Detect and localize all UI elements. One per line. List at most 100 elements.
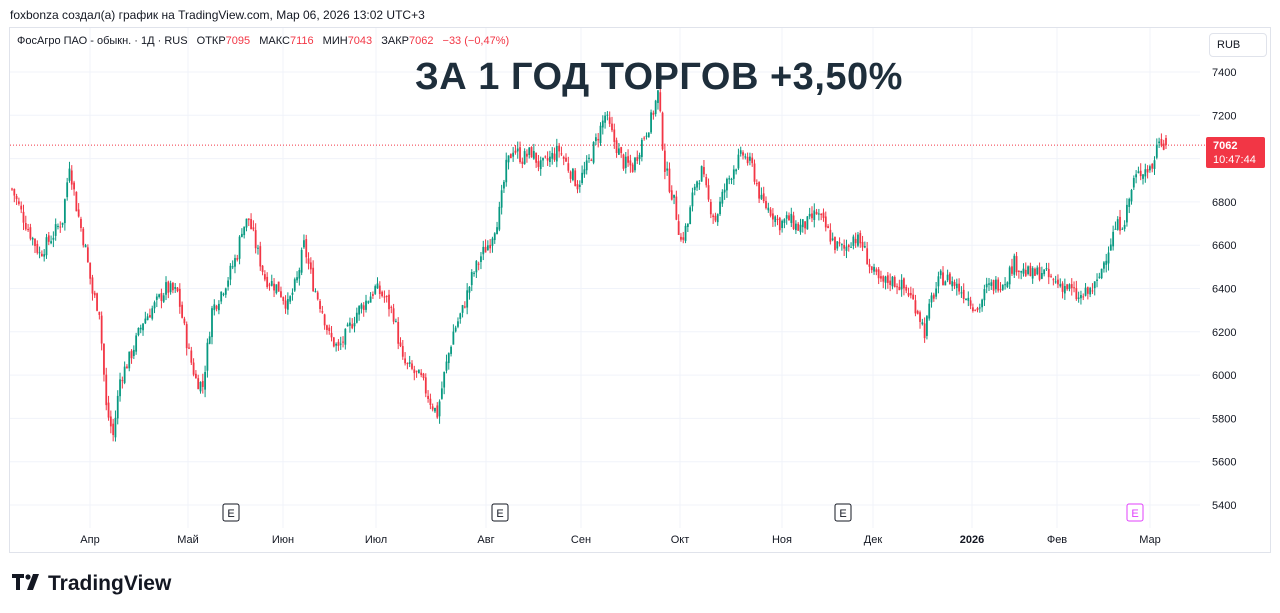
candle: [544, 155, 547, 159]
candle-body: [153, 302, 156, 309]
candle: [967, 291, 970, 307]
candle-body: [946, 274, 949, 281]
candle: [447, 352, 450, 370]
candle: [247, 218, 250, 227]
candle-body: [850, 246, 852, 248]
candle-body: [898, 286, 901, 291]
candle: [1086, 286, 1089, 300]
candle: [89, 262, 92, 285]
candle-body: [1107, 252, 1110, 264]
candle: [431, 403, 434, 412]
candle-body: [500, 190, 503, 208]
candle-body: [424, 377, 427, 394]
candle: [181, 301, 184, 319]
candle: [314, 288, 317, 293]
candle-body: [257, 247, 259, 249]
candle: [707, 178, 710, 202]
candle: [385, 295, 388, 303]
candle: [20, 201, 23, 214]
candle: [303, 234, 305, 249]
candle-body: [234, 258, 236, 267]
candle: [507, 155, 510, 170]
earnings-event-marker: E: [491, 503, 509, 522]
candle: [824, 211, 827, 232]
candle: [781, 219, 783, 233]
candle-body: [365, 300, 367, 310]
candle: [231, 260, 234, 270]
candle-body: [1098, 276, 1101, 278]
candle-body: [463, 306, 466, 308]
candle-body: [319, 301, 321, 309]
candle-body: [797, 223, 800, 231]
candle-body: [388, 294, 390, 310]
candle: [160, 288, 163, 309]
candle: [477, 261, 480, 271]
candle: [1066, 283, 1069, 291]
candle-body: [640, 139, 643, 157]
candle-body: [1061, 283, 1064, 292]
candle: [1017, 270, 1020, 279]
candle: [526, 149, 528, 163]
tradingview-logo[interactable]: TradingView: [12, 572, 171, 596]
legend-symbol[interactable]: ФосАгро ПАО - обыкн. · 1Д · RUS: [17, 35, 188, 47]
candle-body: [280, 291, 282, 297]
candle-body: [507, 155, 510, 163]
candle-body: [50, 241, 52, 244]
candle: [797, 222, 800, 231]
candle-body: [132, 349, 135, 357]
y-tick-label: 6600: [1212, 240, 1236, 252]
candle: [827, 224, 829, 229]
candle-body: [498, 206, 501, 230]
candles: [11, 87, 1167, 442]
candle-body: [236, 258, 239, 260]
candle-body: [944, 281, 947, 286]
candle: [634, 156, 636, 173]
candle: [799, 218, 802, 235]
candle-body: [965, 299, 967, 301]
candle-body: [454, 327, 457, 332]
candle-body: [447, 353, 450, 364]
candle-body: [420, 372, 423, 376]
candle: [155, 293, 158, 308]
candle-body: [613, 129, 616, 142]
candle: [211, 305, 213, 345]
candle-body: [1096, 279, 1098, 281]
candle: [769, 207, 772, 218]
candle-body: [990, 282, 993, 286]
x-tick-label: Ноя: [772, 534, 792, 546]
candle-body: [705, 177, 708, 186]
candle-body: [45, 237, 48, 256]
candle: [84, 243, 87, 248]
candle: [438, 399, 441, 424]
chart-frame[interactable]: [9, 27, 1271, 553]
candle: [1034, 267, 1036, 277]
candle-body: [1068, 284, 1071, 290]
candle-body: [1123, 224, 1126, 229]
candle-body: [263, 274, 266, 280]
candle: [854, 232, 857, 248]
candle-body: [307, 258, 310, 264]
candle-body: [1093, 281, 1096, 289]
candle-body: [604, 115, 606, 123]
candle-body: [840, 244, 843, 246]
candle-body: [273, 283, 275, 291]
candle-body: [266, 276, 269, 288]
candle-body: [657, 90, 659, 103]
candle: [381, 290, 384, 298]
candle-body: [491, 238, 494, 246]
candle: [486, 240, 489, 251]
candle-body: [643, 137, 646, 139]
x-tick-label: Фев: [1047, 534, 1067, 546]
candle-body: [289, 296, 292, 302]
candle: [11, 187, 13, 191]
currency-button[interactable]: RUB: [1209, 33, 1267, 57]
candle: [397, 317, 400, 350]
candle-body: [988, 283, 990, 285]
legend-open-value: 7095: [225, 35, 251, 47]
candle: [916, 309, 919, 315]
candle: [565, 153, 567, 162]
candle: [309, 257, 312, 274]
candle: [319, 298, 321, 313]
candle: [730, 177, 733, 185]
